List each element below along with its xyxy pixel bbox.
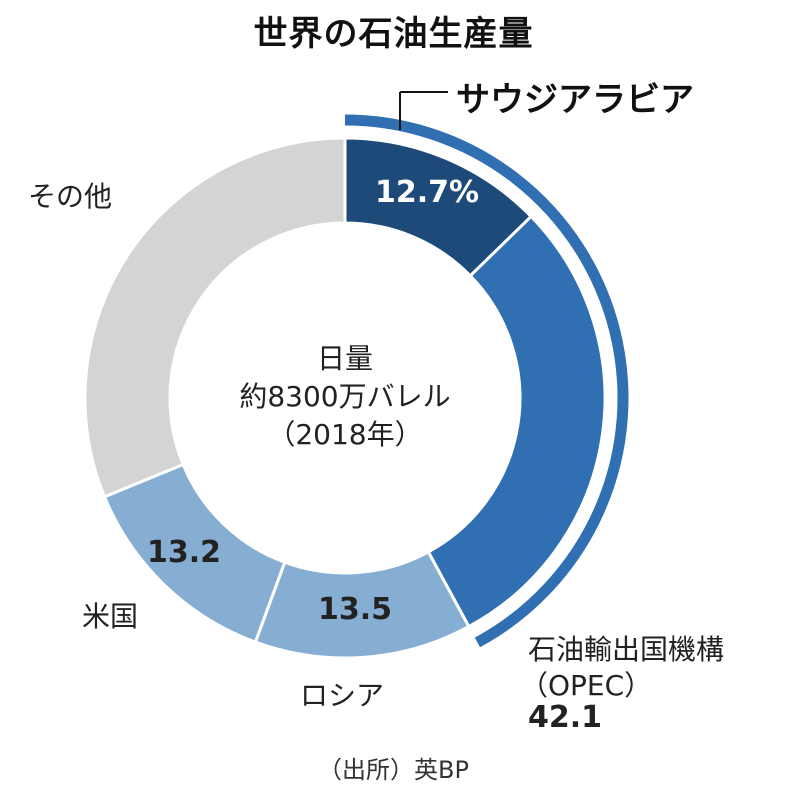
slice-other [83, 136, 347, 499]
slice-opec-other [426, 214, 607, 629]
russia-value-label: 13.5 [318, 592, 393, 627]
saudi-label: サウジアラビア [456, 80, 694, 120]
center-caption: 日量 約8300万バレル （2018年） [190, 340, 500, 454]
opec-value: 42.1 [528, 700, 603, 735]
opec-label-line2: （OPEC） [520, 669, 653, 702]
opec-bracket-arc [344, 114, 629, 648]
center-line-2: 約8300万バレル [239, 380, 451, 413]
source-note: （出所）英BP [318, 756, 469, 784]
other-label: その他 [28, 180, 113, 213]
usa-label: 米国 [82, 600, 139, 633]
donut-slices [83, 136, 607, 660]
center-line-1: 日量 [316, 342, 373, 375]
chart-title: 世界の石油生産量 [253, 14, 534, 54]
center-line-3: （2018年） [267, 418, 423, 451]
russia-label: ロシア [300, 679, 385, 712]
saudi-value-label: 12.7% [375, 175, 480, 210]
opec-label-line1: 石油輸出国機構 [528, 633, 725, 666]
usa-value-label: 13.2 [147, 535, 222, 570]
